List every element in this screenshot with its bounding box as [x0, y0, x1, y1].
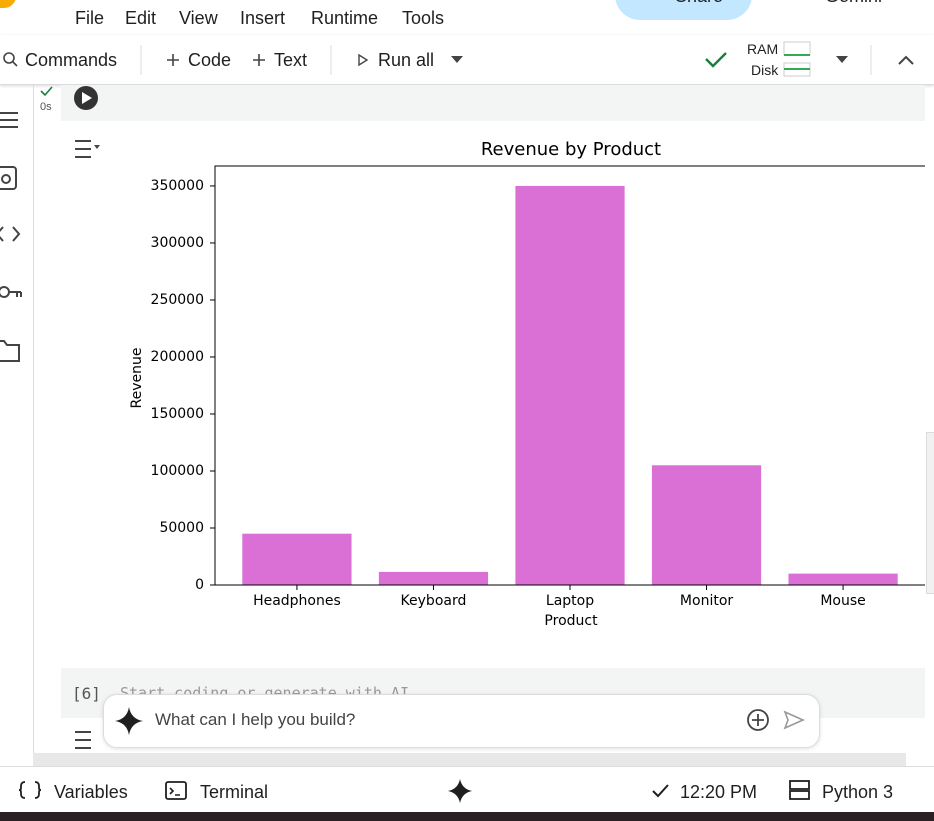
- bar: [378, 571, 489, 585]
- chart: Revenue by Product Product Revenue 0 5000…: [129, 139, 925, 629]
- chart-title: Revenue by Product: [481, 139, 661, 160]
- assistant-placeholder[interactable]: What can I help you build?: [155, 710, 356, 729]
- add-text-button[interactable]: Text: [274, 50, 308, 70]
- x-tick-label: Keyboard: [401, 593, 467, 609]
- menu-item[interactable]: View: [179, 8, 218, 28]
- toolbar-icons: [3, 41, 914, 77]
- cell-controls: [40, 86, 100, 158]
- x-axis-label: Product: [544, 613, 598, 629]
- status-time: 12:20 PM: [680, 782, 758, 802]
- variables-button[interactable]: Variables: [54, 782, 128, 802]
- y-tick-label: 0: [195, 577, 204, 593]
- y-tick-label: 150000: [151, 406, 204, 422]
- assistant-input[interactable]: [103, 694, 820, 748]
- y-tick-label: 50000: [159, 520, 204, 536]
- commands-button[interactable]: Commands: [25, 50, 118, 70]
- horizontal-scrollbar[interactable]: [33, 753, 906, 766]
- run-all-button[interactable]: Run all: [378, 50, 435, 70]
- x-tick-label: Monitor: [680, 593, 733, 609]
- status-icons: [18, 779, 810, 803]
- assistant-icons: [115, 707, 805, 735]
- bar: [242, 533, 352, 585]
- runtime-button[interactable]: Python 3: [822, 782, 894, 802]
- y-tick-label: 100000: [151, 463, 204, 479]
- sidebar-icons: [0, 112, 22, 362]
- y-tick-label: 200000: [151, 349, 204, 365]
- cell-header: [61, 85, 925, 121]
- x-tick-label: Laptop: [546, 593, 594, 609]
- gemini-button[interactable]: Gemini: [825, 0, 882, 7]
- bar: [515, 185, 625, 585]
- y-tick-label: 300000: [151, 235, 204, 251]
- menu-item[interactable]: File: [75, 8, 105, 28]
- share-button[interactable]: Share: [615, 0, 752, 20]
- logo: [0, 0, 16, 8]
- bar: [788, 573, 898, 585]
- toolbar: [0, 35, 934, 85]
- taskbar-edge: [0, 812, 934, 821]
- y-axis-label: Revenue: [129, 348, 145, 409]
- y-tick-label: 350000: [151, 178, 204, 194]
- menu-item[interactable]: Edit: [125, 8, 157, 28]
- menu-item[interactable]: Runtime: [311, 8, 379, 28]
- axes-frame: [214, 165, 925, 586]
- x-tick-label: Headphones: [253, 593, 341, 609]
- sidebar-border: [33, 85, 34, 753]
- disk-label: Disk: [751, 62, 779, 78]
- add-code-button[interactable]: Code: [188, 50, 232, 70]
- x-tick-label: Mouse: [820, 593, 865, 609]
- cell-exec-time: 0s: [40, 101, 52, 113]
- menu-bar: [0, 0, 934, 35]
- y-tick-label: 250000: [151, 292, 204, 308]
- scrollbar[interactable]: [926, 432, 934, 594]
- output-icon: [75, 731, 91, 749]
- terminal-button[interactable]: Terminal: [200, 782, 269, 802]
- ram-label: RAM: [747, 41, 779, 57]
- cell-prompt: [6]: [72, 684, 101, 703]
- menu-item[interactable]: Insert: [240, 8, 286, 28]
- menu-item[interactable]: Tools: [402, 8, 445, 28]
- bar: [651, 465, 762, 585]
